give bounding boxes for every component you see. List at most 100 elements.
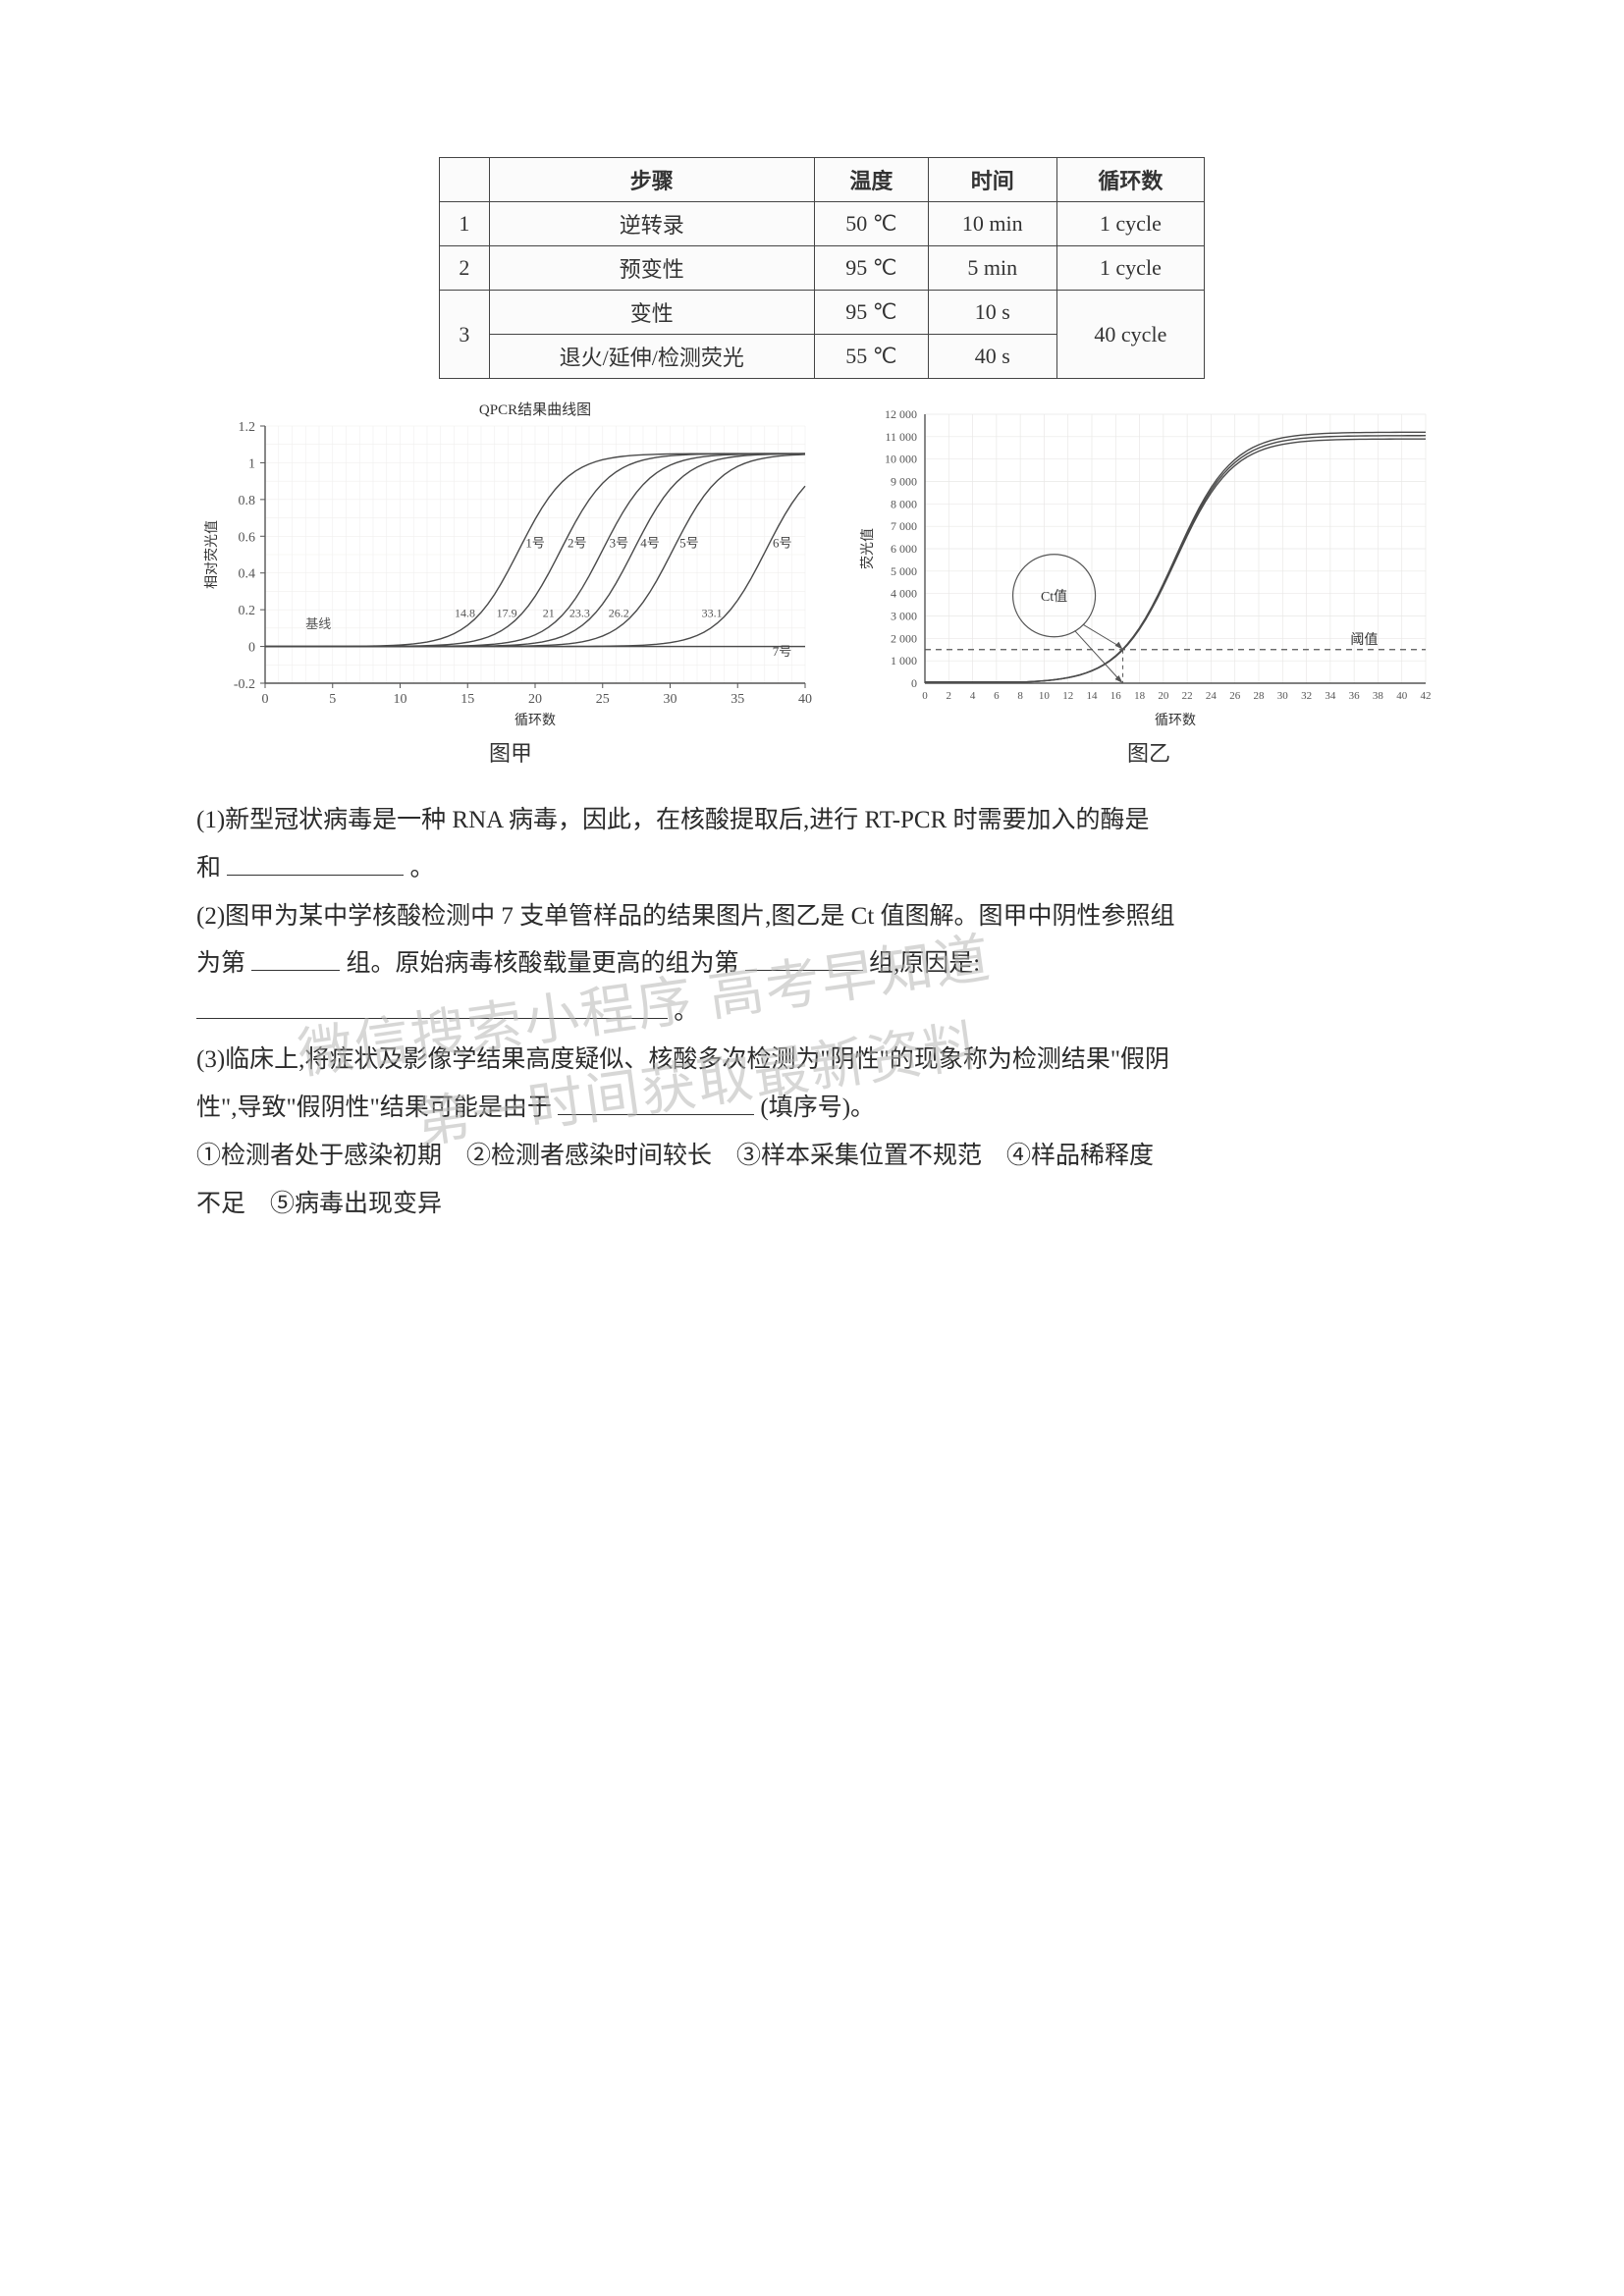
blank-line: [227, 848, 404, 876]
svg-text:5号: 5号: [679, 536, 699, 551]
svg-text:1.2: 1.2: [239, 420, 256, 435]
cell-temp: 55 ℃: [814, 335, 928, 379]
table-row: 2 预变性 95 ℃ 5 min 1 cycle: [440, 246, 1205, 291]
col-step: 步骤: [489, 158, 814, 202]
q3-part-c: (填序号)。: [760, 1095, 875, 1121]
svg-text:40: 40: [798, 692, 812, 707]
svg-text:10: 10: [1039, 690, 1051, 702]
svg-text:3号: 3号: [610, 536, 629, 551]
cell-temp: 50 ℃: [814, 202, 928, 246]
svg-text:相对荧光值: 相对荧光值: [203, 520, 220, 589]
cell-temp: 95 ℃: [814, 246, 928, 291]
qpcr-curve-chart: 0510152025303540-0.200.20.40.60.811.2QPC…: [196, 399, 825, 732]
cell-cycles: 40 cycle: [1056, 291, 1204, 379]
svg-text:14: 14: [1087, 690, 1099, 702]
q2-part-b: 为第: [196, 950, 245, 977]
col-time: 时间: [928, 158, 1056, 202]
cell-time: 10 s: [928, 291, 1056, 335]
question-text-block: (1)新型冠状病毒是一种 RNA 病毒，因此，在核酸提取后,进行 RT-PCR …: [196, 797, 1447, 1228]
svg-text:5 000: 5 000: [891, 564, 917, 578]
svg-text:30: 30: [664, 692, 677, 707]
svg-text:11 000: 11 000: [885, 430, 917, 444]
q3-part-b: 性",导致"假阴性"结果可能是由于: [196, 1095, 552, 1121]
cell-time: 10 min: [928, 202, 1056, 246]
cell-n: 3: [440, 291, 490, 379]
svg-text:0.6: 0.6: [239, 530, 256, 545]
svg-text:Ct值: Ct值: [1041, 589, 1067, 605]
cell-step: 变性: [489, 291, 814, 335]
blank-line: [745, 944, 863, 972]
svg-text:基线: 基线: [305, 616, 331, 631]
blank-line: [196, 992, 668, 1020]
svg-text:20: 20: [1158, 690, 1169, 702]
cell-time: 5 min: [928, 246, 1056, 291]
svg-text:-0.2: -0.2: [234, 677, 255, 692]
chart-b-caption: 图乙: [854, 736, 1443, 768]
svg-text:10 000: 10 000: [885, 453, 917, 466]
svg-text:2号: 2号: [568, 536, 587, 551]
svg-text:25: 25: [596, 692, 610, 707]
cell-cycles: 1 cycle: [1056, 246, 1204, 291]
col-temp: 温度: [814, 158, 928, 202]
svg-text:24: 24: [1206, 690, 1218, 702]
q3-part-a: (3)临床上,将症状及影像学结果高度疑似、核酸多次检测为"阴性"的现象称为检测结…: [196, 1046, 1169, 1073]
cell-time: 40 s: [928, 335, 1056, 379]
svg-text:7 000: 7 000: [891, 519, 917, 533]
q2-line1: (2)图甲为某中学核酸检测中 7 支单管样品的结果图片,图乙是 Ct 值图解。图…: [196, 893, 1447, 941]
svg-text:40: 40: [1396, 690, 1408, 702]
svg-text:4号: 4号: [640, 536, 660, 551]
svg-text:0.2: 0.2: [239, 604, 256, 618]
cell-n: 2: [440, 246, 490, 291]
svg-text:32: 32: [1301, 690, 1312, 702]
svg-text:循环数: 循环数: [514, 713, 556, 728]
svg-text:循环数: 循环数: [1155, 713, 1196, 728]
svg-text:QPCR结果曲线图: QPCR结果曲线图: [479, 401, 591, 418]
q3-line2: 性",导致"假阴性"结果可能是由于 (填序号)。: [196, 1085, 1447, 1133]
svg-text:4: 4: [970, 690, 976, 702]
col-blank: [440, 158, 490, 202]
svg-text:4 000: 4 000: [891, 587, 917, 601]
blank-line: [558, 1088, 754, 1115]
q2-part-e: 。: [674, 998, 698, 1025]
svg-text:0.4: 0.4: [239, 567, 256, 582]
svg-text:3 000: 3 000: [891, 610, 917, 623]
svg-text:21: 21: [543, 607, 555, 620]
svg-text:15: 15: [460, 692, 474, 707]
svg-text:17.9: 17.9: [497, 607, 517, 620]
options-line-2: 不足 ⑤病毒出现变异: [196, 1180, 1447, 1228]
svg-text:2 000: 2 000: [891, 631, 917, 645]
svg-text:0: 0: [262, 692, 269, 707]
svg-text:7号: 7号: [773, 644, 792, 659]
chart-a-caption: 图甲: [196, 736, 825, 768]
svg-text:10: 10: [394, 692, 407, 707]
q2-part-a: (2)图甲为某中学核酸检测中 7 支单管样品的结果图片,图乙是 Ct 值图解。图…: [196, 903, 1175, 930]
table-header-row: 步骤 温度 时间 循环数: [440, 158, 1205, 202]
svg-text:0: 0: [248, 641, 255, 656]
col-cycles: 循环数: [1056, 158, 1204, 202]
svg-text:6 000: 6 000: [891, 542, 917, 556]
svg-text:0: 0: [922, 690, 928, 702]
svg-text:阈值: 阈值: [1350, 632, 1378, 648]
table-row: 1 逆转录 50 ℃ 10 min 1 cycle: [440, 202, 1205, 246]
svg-text:8 000: 8 000: [891, 497, 917, 510]
q1-line2: 和 。: [196, 845, 1447, 893]
svg-text:9 000: 9 000: [891, 475, 917, 489]
q1-line1: (1)新型冠状病毒是一种 RNA 病毒，因此，在核酸提取后,进行 RT-PCR …: [196, 797, 1447, 845]
svg-text:5: 5: [329, 692, 336, 707]
q2-part-c: 组。原始病毒核酸载量更高的组为第: [347, 950, 739, 977]
svg-text:8: 8: [1017, 690, 1023, 702]
cell-step: 逆转录: [489, 202, 814, 246]
table-row: 3 变性 95 ℃ 10 s 40 cycle: [440, 291, 1205, 335]
svg-text:荧光值: 荧光值: [859, 528, 876, 569]
svg-text:14.8: 14.8: [455, 607, 475, 620]
cell-cycles: 1 cycle: [1056, 202, 1204, 246]
options-line-1: ①检测者处于感染初期 ②检测者感染时间较长 ③样本采集位置不规范 ④样品稀释度: [196, 1132, 1447, 1180]
protocol-table: 步骤 温度 时间 循环数 1 逆转录 50 ℃ 10 min 1 cycle 2…: [439, 157, 1205, 379]
cell-n: 1: [440, 202, 490, 246]
svg-text:23.3: 23.3: [569, 607, 590, 620]
svg-text:26.2: 26.2: [609, 607, 629, 620]
ct-value-chart: 0246810121416182022242628303234363840420…: [854, 399, 1443, 732]
q2-line2: 为第 组。原始病毒核酸载量更高的组为第 组,原因是: 。: [196, 940, 1447, 1037]
svg-text:38: 38: [1373, 690, 1384, 702]
svg-text:2: 2: [947, 690, 952, 702]
